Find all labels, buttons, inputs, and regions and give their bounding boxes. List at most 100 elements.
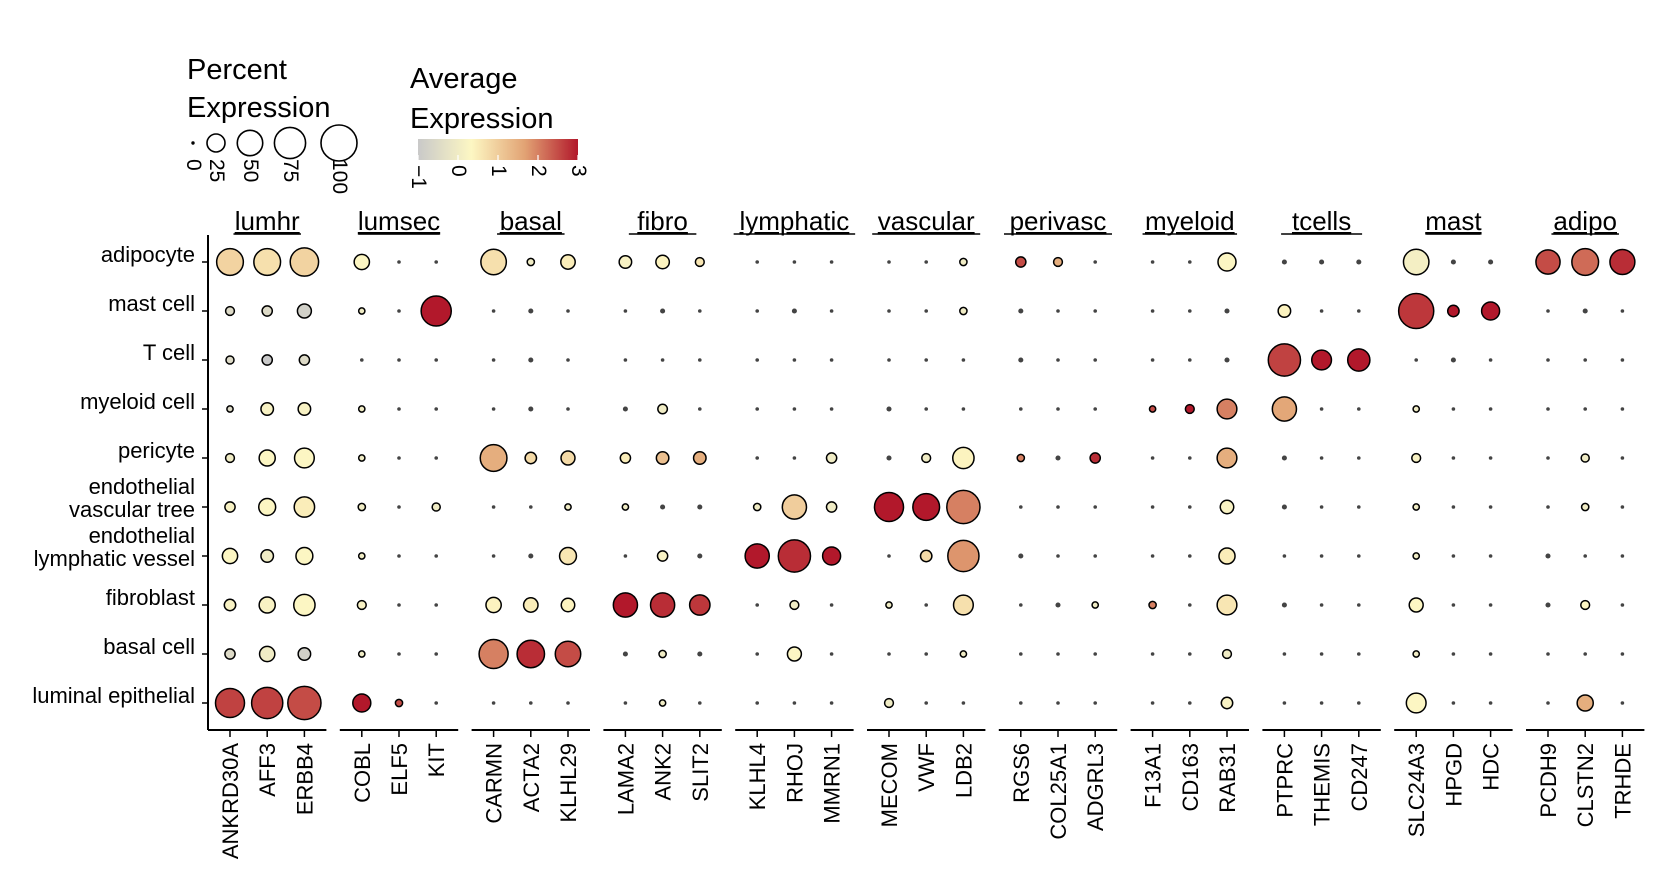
color-legend-label: 2: [527, 165, 550, 177]
dot: [1580, 502, 1590, 512]
dot: [755, 309, 759, 313]
dot: [959, 257, 968, 267]
dot: [1150, 505, 1155, 509]
dot: [560, 597, 576, 613]
dot: [1397, 292, 1435, 330]
color-legend-title: Expression: [410, 103, 553, 135]
dot: [792, 456, 797, 460]
dot: [618, 255, 633, 269]
dot: [1281, 455, 1287, 461]
dot: [1224, 308, 1230, 314]
dot: [1216, 594, 1238, 616]
dot: [491, 407, 496, 411]
dot: [293, 496, 316, 518]
dot: [434, 358, 439, 362]
dot: [1188, 652, 1192, 656]
dot: [924, 701, 928, 705]
dot: [1282, 701, 1287, 705]
dot: [1319, 603, 1324, 607]
cell-type-labels: adipocyte mast cell T cell myeloid cell peri…: [32, 242, 195, 708]
gene-label-F13A1: F13A1: [1141, 743, 1166, 808]
size-legend-title: Percent: [187, 54, 287, 86]
dot: [397, 407, 401, 411]
dot: [1576, 694, 1594, 712]
size-legend-circle: [273, 126, 307, 160]
dot: [223, 598, 237, 612]
dot: [397, 358, 401, 362]
dot: [1357, 701, 1361, 705]
group-header-lymphatic: lymphatic: [739, 206, 849, 236]
dot: [1620, 358, 1625, 362]
dot: [622, 406, 628, 412]
dot: [1545, 602, 1551, 608]
dot: [1546, 505, 1550, 509]
dot: [480, 248, 508, 276]
dot: [1451, 407, 1456, 411]
gene-label-LDB2: LDB2: [951, 743, 976, 798]
dot: [1405, 692, 1427, 714]
dot: [1277, 304, 1292, 318]
size-legend-title: Expression: [187, 92, 330, 124]
size-legend-label: 75: [279, 159, 302, 182]
dot: [1571, 247, 1600, 277]
row-label: pericyte: [118, 438, 195, 463]
dot: [1583, 358, 1587, 362]
dot: [522, 597, 539, 613]
dot: [357, 502, 367, 512]
dot: [1583, 652, 1587, 656]
dot: [886, 406, 892, 412]
gene-label-TRHDE: TRHDE: [1610, 743, 1635, 819]
dot: [224, 452, 236, 464]
dot: [261, 354, 274, 366]
row-label: lymphatic vessel: [34, 546, 195, 571]
dot: [1056, 505, 1060, 509]
dot: [1319, 554, 1324, 558]
dot: [295, 546, 314, 566]
dot: [1488, 554, 1493, 558]
dot: [1488, 259, 1494, 265]
dot: [829, 309, 834, 313]
dot: [298, 354, 311, 366]
dot: [1357, 456, 1361, 460]
dot: [1150, 260, 1155, 264]
dot: [755, 260, 759, 264]
dot: [1319, 407, 1324, 411]
row-label: endothelial: [89, 523, 195, 548]
dot: [1488, 505, 1493, 509]
dot: [698, 358, 702, 362]
dot: [528, 308, 534, 314]
dot: [1357, 554, 1361, 558]
dot: [1357, 407, 1361, 411]
dot: [1221, 648, 1233, 660]
dot: [946, 489, 981, 525]
dot: [924, 652, 928, 656]
dot: [434, 652, 439, 656]
dot: [829, 603, 834, 607]
dot: [1281, 259, 1287, 265]
gene-label-PTPRC: PTPRC: [1272, 743, 1297, 818]
group-header-perivasc: perivasc: [1010, 206, 1107, 236]
group-header-fibro: fibro: [637, 206, 688, 236]
dot: [829, 407, 834, 411]
gene-label-ELF5: ELF5: [387, 743, 412, 796]
dot: [1357, 505, 1361, 509]
dot: [1150, 456, 1155, 460]
color-legend-label: 0: [447, 165, 470, 177]
dot: [1184, 403, 1195, 415]
dot: [1150, 358, 1155, 362]
dot: [357, 552, 366, 560]
gene-label-AFF3: AFF3: [255, 743, 280, 797]
dot: [1218, 547, 1236, 565]
dot: [491, 701, 496, 705]
dot: [1188, 603, 1192, 607]
dot: [1019, 603, 1023, 607]
dot: [873, 491, 905, 523]
dot: [1055, 602, 1061, 608]
dot: [1019, 652, 1023, 656]
dot: [924, 260, 928, 264]
dot: [516, 639, 546, 669]
dot: [560, 254, 576, 270]
dot: [224, 648, 236, 660]
gene-label-MECOM: MECOM: [877, 743, 902, 827]
